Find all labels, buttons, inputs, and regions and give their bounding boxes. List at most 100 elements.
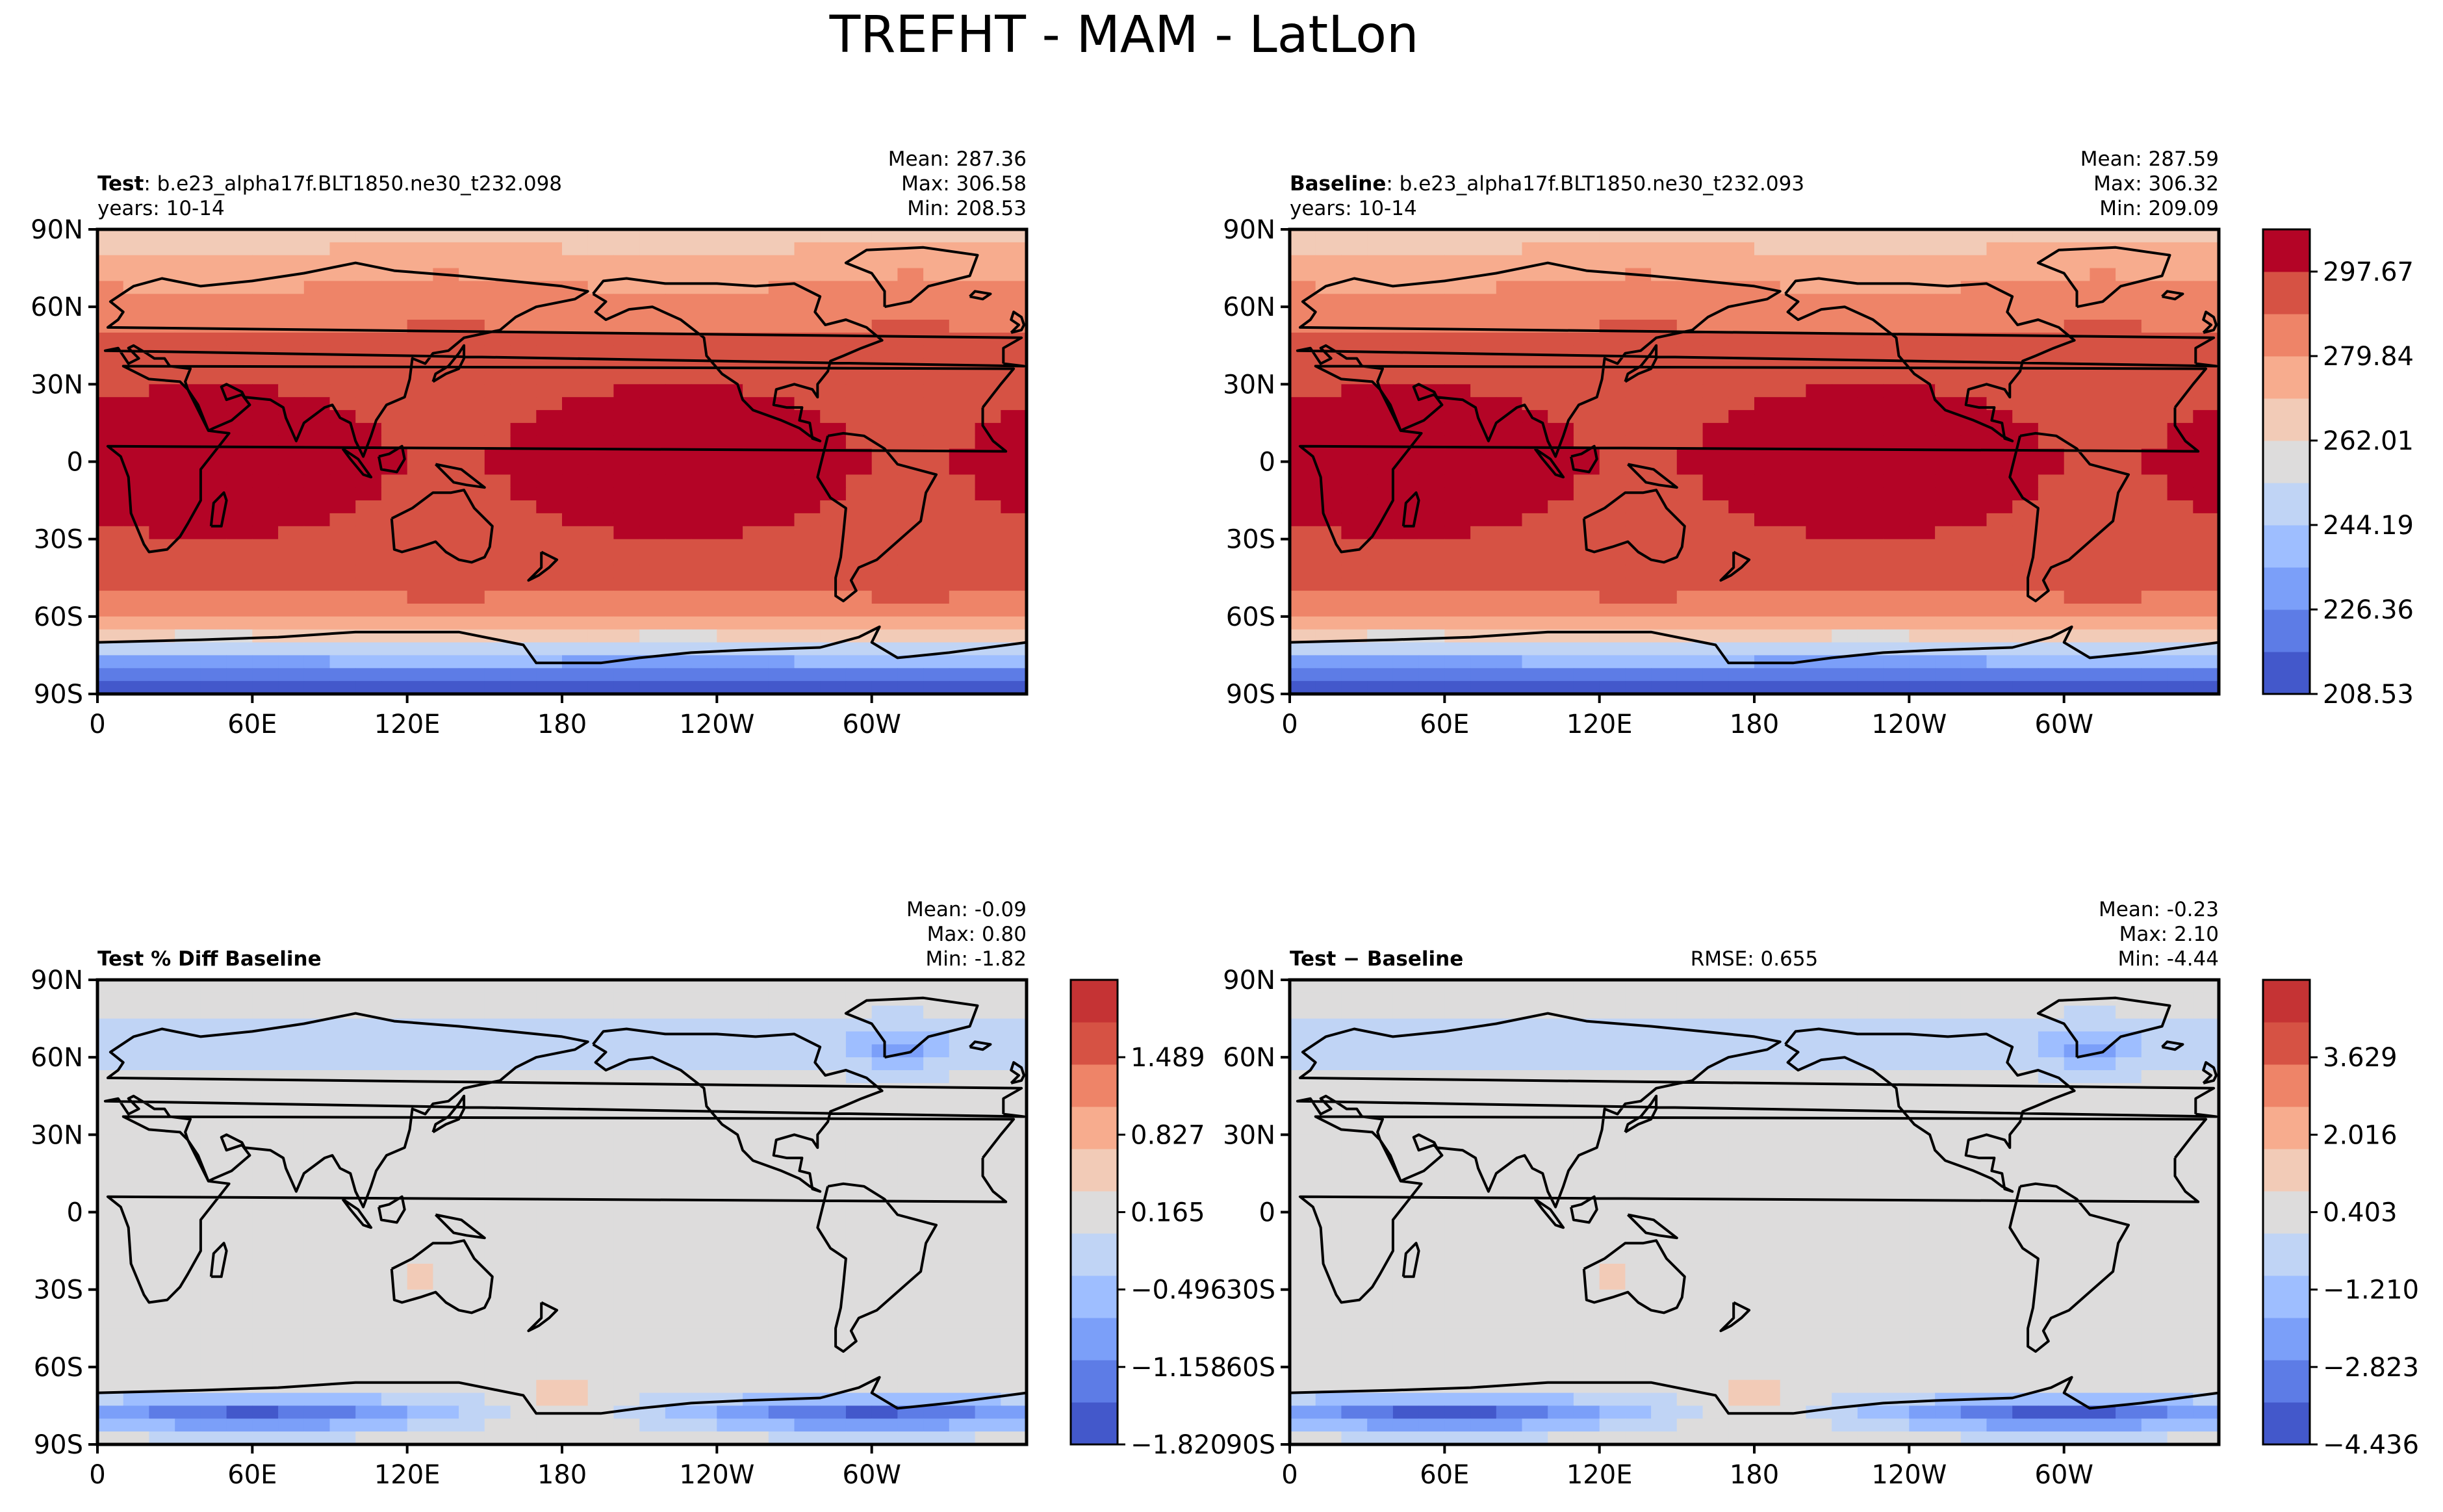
field-cell [381, 1031, 408, 1045]
field-cell [768, 513, 795, 527]
field-cell [1806, 1186, 1832, 1200]
field-cell [794, 307, 821, 320]
field-cell [691, 1315, 717, 1329]
field-cell [97, 358, 124, 372]
field-cell [1986, 1005, 2013, 1019]
field-cell [949, 539, 976, 553]
field-cell [459, 1251, 485, 1264]
field-cell [252, 1341, 279, 1355]
field-cell [1573, 281, 1600, 294]
field-cell [768, 1070, 795, 1084]
field-cell [613, 448, 640, 463]
field-cell [639, 1302, 666, 1316]
field-cell [1522, 461, 1548, 475]
field-cell [1599, 1134, 1626, 1148]
field-cell [381, 332, 408, 346]
field-cell [226, 255, 253, 269]
field-cell [1728, 397, 1755, 411]
field-cell [897, 1121, 924, 1135]
field-cell [1341, 1212, 1368, 1225]
field-cell [1702, 268, 1729, 282]
field-cell [2193, 422, 2219, 437]
field-cell [2116, 1289, 2142, 1303]
field-cell [2064, 1005, 2090, 1019]
field-cell [433, 992, 459, 1006]
field-cell [1444, 229, 1471, 243]
field-cell [1392, 307, 1420, 320]
field-cell [743, 655, 769, 669]
field-cell [2141, 526, 2168, 540]
field-cell [1754, 410, 1781, 424]
field-cell [562, 1328, 589, 1342]
field-cell [149, 1431, 175, 1445]
field-cell [2116, 1302, 2142, 1316]
field-cell [2038, 1276, 2065, 1290]
field-cell [1754, 320, 1781, 333]
field-cell [1676, 616, 1704, 630]
field-cell [1341, 1018, 1368, 1032]
field-cell [768, 591, 795, 604]
field-cell [639, 992, 666, 1006]
field-cell [1883, 1096, 1910, 1110]
field-cell [2064, 1070, 2090, 1084]
field-cell [175, 487, 201, 501]
field-cell [1625, 1121, 1652, 1135]
field-cell [717, 1057, 743, 1071]
field-cell [510, 1405, 537, 1419]
field-cell [1444, 1031, 1471, 1045]
field-cell [381, 1263, 408, 1277]
field-cell [459, 371, 485, 385]
field-cell [484, 1238, 511, 1251]
field-cell [459, 992, 485, 1006]
field-cell [381, 1315, 408, 1329]
field-cell [123, 255, 149, 269]
field-cell [1573, 307, 1600, 320]
field-cell [1573, 500, 1600, 514]
field-cell [717, 268, 743, 282]
field-cell [897, 332, 924, 346]
field-cell [123, 1199, 149, 1213]
field-cell [1599, 591, 1626, 604]
field-cell [717, 255, 743, 269]
field-cell [2167, 1225, 2194, 1238]
field-cell [1883, 487, 1910, 501]
field-cell [1806, 397, 1832, 411]
field-cell [949, 629, 976, 643]
field-cell [2038, 616, 2065, 630]
field-cell [459, 1263, 485, 1277]
field-cell [1470, 1225, 1497, 1238]
field-cell [510, 500, 537, 514]
field-cell [1780, 320, 1806, 333]
field-cell [1806, 474, 1832, 488]
field-cell [2038, 294, 2065, 307]
field-cell [1832, 384, 1858, 398]
field-cell [149, 1251, 175, 1264]
field-cell [743, 526, 769, 540]
field-cell [768, 681, 795, 695]
field-cell [1315, 616, 1342, 630]
field-cell [329, 410, 356, 424]
field-cell [2116, 307, 2142, 320]
field-cell [1625, 1173, 1652, 1187]
field-cell [1315, 1263, 1342, 1277]
field-cell [871, 1251, 898, 1264]
field-cell [1418, 255, 1445, 269]
field-cell [2090, 281, 2116, 294]
field-cell [1986, 294, 2013, 307]
field-cell [1754, 1134, 1781, 1148]
field-cell [2038, 604, 2065, 617]
field-cell [278, 371, 305, 385]
field-cell [665, 229, 692, 243]
field-cell [1986, 1238, 2013, 1251]
field-cell [303, 1186, 331, 1200]
field-cell [743, 1018, 769, 1032]
field-cell [691, 1251, 717, 1264]
field-cell [2012, 1147, 2039, 1161]
field-cell [923, 1315, 950, 1329]
field-cell [510, 629, 537, 643]
field-cell [2141, 1289, 2168, 1303]
field-cell [1290, 1018, 1316, 1032]
field-cell [355, 591, 382, 604]
field-cell [2141, 1044, 2168, 1058]
field-cell [1599, 397, 1626, 411]
